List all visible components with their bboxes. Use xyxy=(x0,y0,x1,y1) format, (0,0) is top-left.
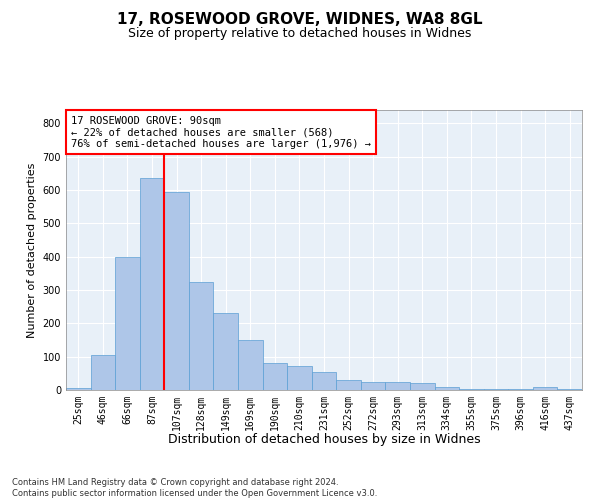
Text: Size of property relative to detached houses in Widnes: Size of property relative to detached ho… xyxy=(128,28,472,40)
Text: 17 ROSEWOOD GROVE: 90sqm
← 22% of detached houses are smaller (568)
76% of semi-: 17 ROSEWOOD GROVE: 90sqm ← 22% of detach… xyxy=(71,116,371,149)
Bar xyxy=(263,364,287,390)
Bar xyxy=(214,314,238,390)
Bar xyxy=(336,380,361,390)
Bar xyxy=(385,382,410,390)
Bar xyxy=(459,389,484,390)
Bar xyxy=(434,386,459,390)
Bar xyxy=(189,282,214,390)
Bar xyxy=(164,192,189,390)
Bar xyxy=(484,389,508,390)
Bar xyxy=(312,372,336,390)
Bar xyxy=(238,340,263,390)
Bar xyxy=(557,389,582,390)
X-axis label: Distribution of detached houses by size in Widnes: Distribution of detached houses by size … xyxy=(167,433,481,446)
Bar xyxy=(140,178,164,390)
Text: Contains HM Land Registry data © Crown copyright and database right 2024.
Contai: Contains HM Land Registry data © Crown c… xyxy=(12,478,377,498)
Bar xyxy=(115,256,140,390)
Bar xyxy=(66,388,91,390)
Y-axis label: Number of detached properties: Number of detached properties xyxy=(27,162,37,338)
Bar xyxy=(508,389,533,390)
Bar xyxy=(361,382,385,390)
Bar xyxy=(91,355,115,390)
Bar xyxy=(287,366,312,390)
Bar xyxy=(533,386,557,390)
Text: 17, ROSEWOOD GROVE, WIDNES, WA8 8GL: 17, ROSEWOOD GROVE, WIDNES, WA8 8GL xyxy=(117,12,483,28)
Bar xyxy=(410,384,434,390)
